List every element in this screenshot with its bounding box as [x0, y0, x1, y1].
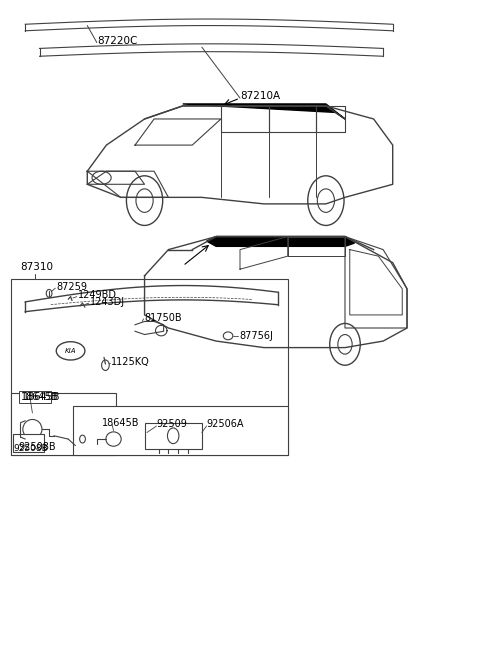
Text: 1249BD: 1249BD [78, 291, 117, 300]
FancyBboxPatch shape [19, 392, 51, 403]
Text: 87259: 87259 [56, 282, 87, 292]
Text: 1243DJ: 1243DJ [90, 297, 125, 307]
Polygon shape [183, 104, 345, 119]
Polygon shape [206, 237, 355, 247]
Text: 92506A: 92506A [206, 419, 244, 429]
Text: 87756J: 87756J [239, 331, 273, 341]
Text: 18645B: 18645B [23, 392, 60, 401]
Text: KIA: KIA [65, 348, 76, 354]
Text: 92508B: 92508B [18, 442, 56, 452]
Text: 18645B: 18645B [21, 392, 58, 402]
Bar [13, 434, 44, 452]
Text: 1125KQ: 1125KQ [111, 357, 150, 367]
Text: 92508B: 92508B [14, 444, 48, 453]
Bar [144, 422, 202, 449]
Text: 81750B: 81750B [144, 312, 182, 323]
FancyBboxPatch shape [11, 394, 116, 455]
Text: 87210A: 87210A [240, 91, 280, 101]
FancyBboxPatch shape [73, 406, 288, 455]
Text: 92509: 92509 [156, 419, 187, 429]
FancyBboxPatch shape [11, 279, 288, 455]
Text: 18645B: 18645B [102, 418, 139, 428]
Text: 87310: 87310 [21, 262, 53, 272]
Text: 87220C: 87220C [97, 35, 137, 45]
